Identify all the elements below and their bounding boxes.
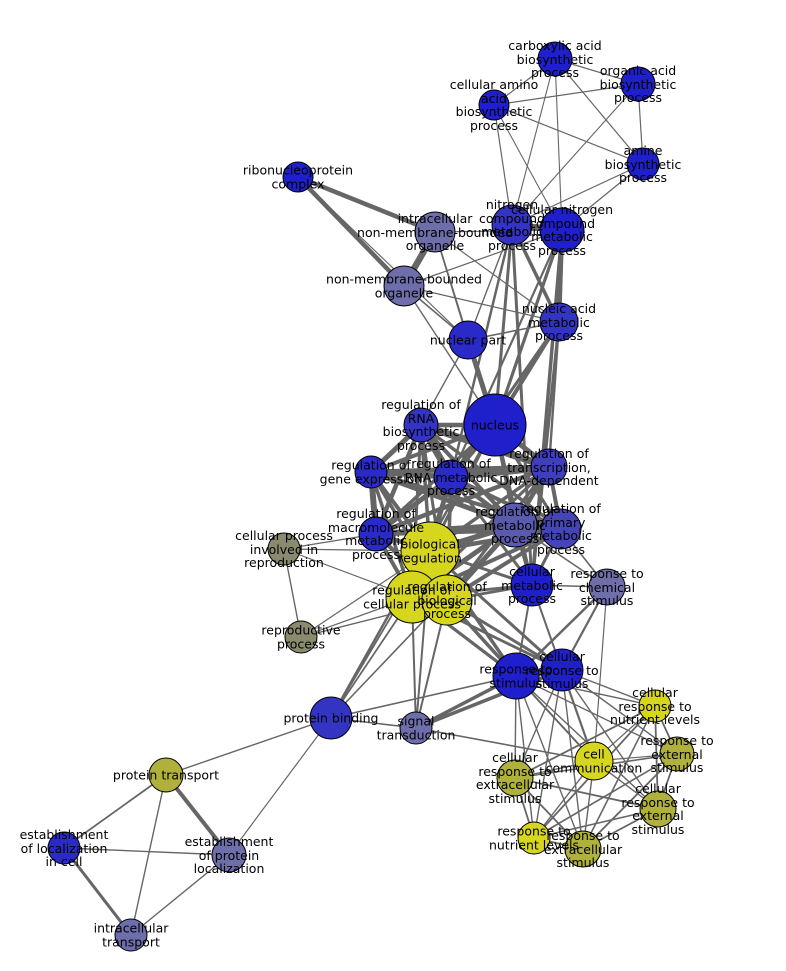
graph-edge [130,774,167,936]
graph-edge [511,58,556,226]
graph-edge [561,669,678,755]
graph-edge [467,224,513,341]
graph-node-cellular-process-involved-in-reproduction[interactable] [267,532,301,566]
graph-node-cell-communication[interactable] [574,741,614,781]
graph-node-ribonucleoprotein-complex[interactable] [282,161,314,193]
graph-node-organic-acid-biosynthetic-process[interactable] [620,66,656,102]
graph-edge [511,83,639,226]
graph-node-cellular-nitrogen-compound-metabolic-process[interactable] [539,207,585,253]
graph-edge [295,174,407,289]
graph-node-nucleus[interactable] [463,393,527,457]
graph-node-nitrogen-compound-metabolic-process[interactable] [491,204,533,246]
graph-edge [130,854,230,936]
graph-edge [593,586,608,762]
graph-edge [330,675,517,719]
graph-node-cellular-response-to-stimulus[interactable] [540,648,584,692]
graph-node-signal-transduction[interactable] [399,711,433,745]
graph-edge [63,847,230,856]
graph-edge [330,524,516,719]
graph-node-protein-transport[interactable] [148,757,184,793]
graph-node-regulation-of-primary-metabolic-process[interactable] [540,508,582,550]
graph-node-response-to-chemical-stimulus[interactable] [588,568,626,606]
graph-node-response-to-external-stimulus[interactable] [659,736,695,772]
graph-node-amine-biosynthetic-process[interactable] [626,147,660,181]
graph-edge [428,549,564,672]
graph-node-response-to-nutrient-levels[interactable] [517,821,551,855]
graph-edge [533,669,563,839]
graph-node-cellular-amino-acid-biosynthetic-process[interactable] [478,89,510,121]
graph-edge [547,320,561,469]
edges-group [62,58,678,937]
graph-edge [514,777,659,810]
graph-node-regulation-of-macromolecule-metabolic-process[interactable] [358,516,394,552]
graph-edge [415,727,595,762]
graph-edge [554,58,644,165]
graph-node-reproductive-process[interactable] [284,620,318,654]
graph-edge [434,231,560,323]
graph-edge [515,675,656,707]
graph-edge [511,163,644,226]
graph-node-intracellular-non-membrane-bounded-organelle[interactable] [414,211,456,253]
graph-node-regulation-of-biological-process[interactable] [421,574,473,626]
graph-edge [493,104,644,165]
graph-edge [515,675,535,839]
graph-edge [533,808,659,839]
graph-node-protein-binding[interactable] [309,696,353,740]
graph-edge [63,774,167,849]
graph-edge [515,675,584,850]
graph-edge [582,753,678,850]
graph-node-carboxylic-acid-biosynthetic-process[interactable] [537,41,573,77]
graph-edge [561,669,659,810]
graph-node-nuclear-part[interactable] [448,320,488,360]
graph-edge [165,717,332,776]
graph-edge [554,58,563,231]
graph-node-intracellular-transport[interactable] [114,918,148,952]
graph-node-establishment-of-protein-localization[interactable] [211,837,247,873]
graph-node-regulation-of-gene-expression[interactable] [354,455,388,489]
graph-edge [62,846,133,937]
graph-edge [514,705,656,779]
graph-node-regulation-of-rna-biosynthetic-process[interactable] [403,407,439,443]
graph-node-cellular-response-to-external-stimulus[interactable] [639,790,677,828]
graph-edge [295,174,438,235]
graph-edge [297,176,469,341]
graph-node-response-to-stimulus[interactable] [492,652,540,700]
graph-node-regulation-of-metabolic-process[interactable] [492,502,538,548]
graph-node-regulation-of-rna-metabolic-process[interactable] [433,459,469,495]
graph-node-nucleic-acid-metabolic-process[interactable] [539,302,579,342]
graph-edge [403,229,563,287]
graph-node-establishment-of-localization-in-cell[interactable] [47,831,81,865]
graph-edge [228,717,332,856]
graph-node-regulation-of-transcription-dna-dependent[interactable] [530,448,568,486]
graph-edge [582,705,656,850]
graph-node-cellular-metabolic-process[interactable] [510,563,554,607]
graph-node-cellular-response-to-nutrient-levels[interactable] [638,689,672,723]
graph-edge [493,223,514,427]
graph-edge [493,83,639,106]
graph-edge [493,104,563,231]
graph-node-non-membrane-bounded-organelle[interactable] [383,265,425,307]
graph-edge [561,669,584,850]
nodes-group [47,41,695,952]
graph-edge [419,423,563,531]
graph-node-response-to-extracellular-stimulus[interactable] [564,830,602,868]
graph-node-cellular-response-to-extracellular-stimulus[interactable] [496,759,534,797]
graph-edge [515,675,678,755]
